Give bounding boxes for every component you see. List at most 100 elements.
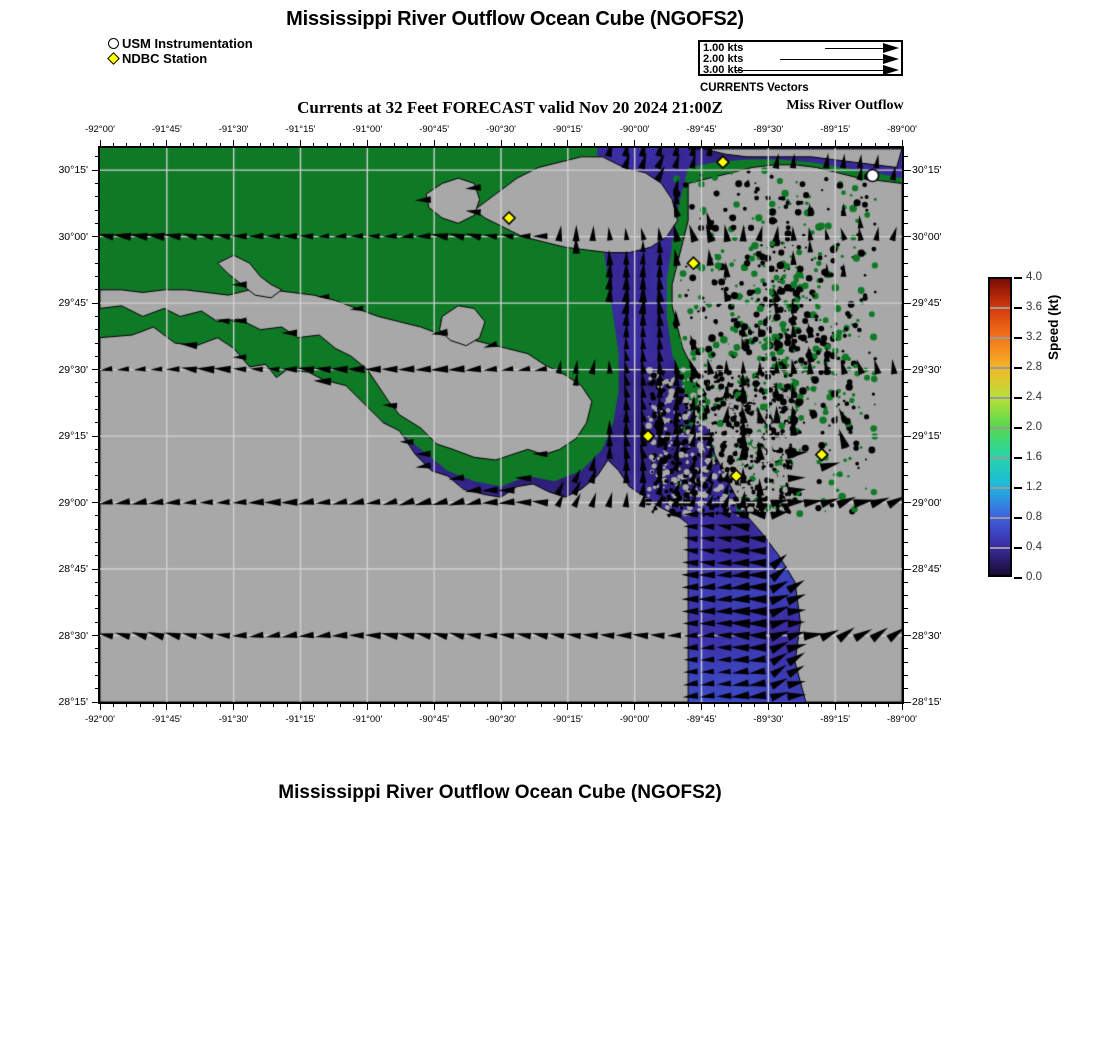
lon-minor-tickmark [688, 143, 689, 146]
lat-minor-tickmark [95, 648, 99, 649]
lon-minor-tickmark [447, 704, 448, 707]
lat-minor-tickmark [95, 475, 99, 476]
lon-minor-tickmark [460, 704, 461, 707]
colorbar-band-separator [990, 457, 1010, 459]
lon-minor-tickmark [861, 143, 862, 146]
legend-label-usm: USM Instrumentation [122, 36, 253, 51]
lat-minor-tickmark [904, 263, 908, 264]
lon-minor-tickmark [527, 704, 528, 707]
page-title: Mississippi River Outflow Ocean Cube (NG… [0, 8, 1030, 31]
lat-minor-tickmark [904, 382, 908, 383]
lon-minor-tickmark [701, 704, 702, 707]
lon-minor-tickmark [420, 704, 421, 707]
lon-minor-tickmark [474, 704, 475, 707]
lon-minor-tickmark [340, 704, 341, 707]
lat-tick-label-left: 29°30' [30, 364, 88, 376]
lon-minor-tickmark [835, 143, 836, 146]
lat-tick-label-right: 30°15' [912, 164, 942, 176]
lon-tick-label-bottom: -90°30' [486, 714, 516, 725]
lon-minor-tickmark [621, 143, 622, 146]
colorbar-band-separator [990, 427, 1010, 429]
legend-item-usm: USM Instrumentation [108, 36, 253, 51]
lat-minor-tickmark [904, 648, 908, 649]
lon-minor-tickmark [581, 704, 582, 707]
lat-tick-label-right: 28°30' [912, 630, 942, 642]
lat-minor-tickmark [95, 489, 99, 490]
lon-minor-tickmark [861, 704, 862, 707]
lat-minor-tickmark [904, 595, 908, 596]
colorbar-tickmark [1014, 307, 1022, 309]
lon-minor-tickmark [888, 143, 889, 146]
lon-tick-label-top: -89°00' [887, 124, 917, 135]
lon-minor-tickmark [140, 143, 141, 146]
lon-tick-label-top: -91°00' [352, 124, 382, 135]
lon-minor-tickmark [835, 704, 836, 707]
lon-minor-tickmark [875, 704, 876, 707]
colorbar-tickmark [1014, 577, 1022, 579]
lon-tick-label-bottom: -89°00' [887, 714, 917, 725]
lon-minor-tickmark [233, 143, 234, 146]
lon-minor-tickmark [888, 704, 889, 707]
lon-minor-tickmark [741, 143, 742, 146]
lon-minor-tickmark [220, 704, 221, 707]
lat-minor-tickmark [95, 515, 99, 516]
lon-minor-tickmark [247, 143, 248, 146]
lon-minor-tickmark [394, 143, 395, 146]
lon-minor-tickmark [206, 704, 207, 707]
lat-minor-tickmark [904, 329, 908, 330]
map-plot-area[interactable] [98, 146, 904, 704]
lat-minor-tickmark [95, 183, 99, 184]
colorbar-tick-label: 4.0 [1026, 271, 1042, 283]
lon-minor-tickmark [781, 704, 782, 707]
lon-tick-label-top: -91°30' [219, 124, 249, 135]
lat-minor-tickmark [904, 489, 908, 490]
lat-tick-label-right: 29°00' [912, 497, 942, 509]
lat-minor-tickmark [95, 263, 99, 264]
lon-minor-tickmark [474, 143, 475, 146]
colorbar-tickmark [1014, 547, 1022, 549]
lat-minor-tickmark [95, 223, 99, 224]
colorbar-tick-label: 2.4 [1026, 391, 1042, 403]
lon-minor-tickmark [661, 704, 662, 707]
lat-minor-tickmark [904, 702, 908, 703]
lon-minor-tickmark [728, 704, 729, 707]
lat-minor-tickmark [95, 210, 99, 211]
lon-minor-tickmark [674, 143, 675, 146]
colorbar-tick-label: 2.8 [1026, 361, 1042, 373]
colorbar-tickmark [1014, 487, 1022, 489]
colorbar-tick-label: 0.4 [1026, 541, 1042, 553]
lon-minor-tickmark [313, 704, 314, 707]
lon-minor-tickmark [648, 704, 649, 707]
lat-minor-tickmark [904, 462, 908, 463]
lat-tick-label-right: 28°45' [912, 563, 942, 575]
lon-minor-tickmark [180, 704, 181, 707]
colorbar-band-separator [990, 397, 1010, 399]
lat-minor-tickmark [95, 502, 99, 503]
lon-minor-tickmark [567, 143, 568, 146]
lat-minor-tickmark [95, 555, 99, 556]
lon-minor-tickmark [193, 704, 194, 707]
lon-minor-tickmark [273, 143, 274, 146]
lon-tick-label-bottom: -89°30' [753, 714, 783, 725]
lon-minor-tickmark [126, 143, 127, 146]
lon-minor-tickmark [581, 143, 582, 146]
lat-minor-tickmark [904, 582, 908, 583]
lon-minor-tickmark [100, 704, 101, 707]
lat-tick-label-left: 28°30' [30, 630, 88, 642]
lat-minor-tickmark [904, 502, 908, 503]
colorbar-tickmark [1014, 277, 1022, 279]
lon-minor-tickmark [714, 704, 715, 707]
lat-tick-label-left: 29°45' [30, 297, 88, 309]
lon-minor-tickmark [407, 143, 408, 146]
lat-tick-label-left: 30°15' [30, 164, 88, 176]
vector-arrowhead-2 [883, 54, 899, 64]
lon-minor-tickmark [233, 704, 234, 707]
colorbar-tickmark [1014, 427, 1022, 429]
lon-minor-tickmark [487, 704, 488, 707]
lat-minor-tickmark [904, 196, 908, 197]
lon-tick-label-bottom: -91°15' [286, 714, 316, 725]
vector-shaft-2 [780, 59, 885, 60]
lon-tick-label-bottom: -91°00' [352, 714, 382, 725]
lon-minor-tickmark [327, 143, 328, 146]
lat-minor-tickmark [904, 369, 908, 370]
